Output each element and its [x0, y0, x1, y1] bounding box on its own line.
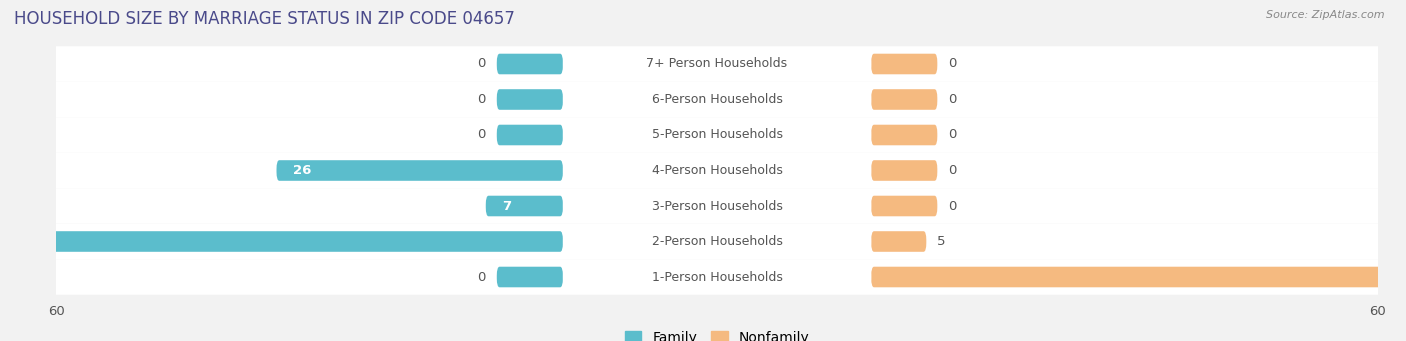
Text: HOUSEHOLD SIZE BY MARRIAGE STATUS IN ZIP CODE 04657: HOUSEHOLD SIZE BY MARRIAGE STATUS IN ZIP… — [14, 10, 515, 28]
Text: 0: 0 — [948, 93, 956, 106]
FancyBboxPatch shape — [562, 267, 872, 287]
FancyBboxPatch shape — [562, 89, 872, 110]
Text: 7+ Person Households: 7+ Person Households — [647, 58, 787, 71]
FancyBboxPatch shape — [872, 125, 938, 145]
FancyBboxPatch shape — [45, 46, 1389, 82]
Text: 0: 0 — [948, 164, 956, 177]
Text: 0: 0 — [478, 93, 486, 106]
Text: 3-Person Households: 3-Person Households — [651, 199, 783, 212]
Text: 1-Person Households: 1-Person Households — [651, 270, 783, 283]
Text: 7: 7 — [502, 199, 512, 212]
FancyBboxPatch shape — [277, 160, 562, 181]
FancyBboxPatch shape — [496, 267, 562, 287]
Text: 0: 0 — [948, 129, 956, 142]
FancyBboxPatch shape — [562, 196, 872, 216]
Text: 2-Person Households: 2-Person Households — [651, 235, 783, 248]
FancyBboxPatch shape — [45, 82, 1389, 117]
FancyBboxPatch shape — [496, 89, 562, 110]
FancyBboxPatch shape — [45, 153, 1389, 188]
Text: 0: 0 — [478, 129, 486, 142]
FancyBboxPatch shape — [496, 54, 562, 74]
Legend: Family, Nonfamily: Family, Nonfamily — [619, 325, 815, 341]
Text: Source: ZipAtlas.com: Source: ZipAtlas.com — [1267, 10, 1385, 20]
FancyBboxPatch shape — [562, 125, 872, 145]
FancyBboxPatch shape — [45, 188, 1389, 224]
FancyBboxPatch shape — [486, 196, 562, 216]
FancyBboxPatch shape — [872, 54, 938, 74]
FancyBboxPatch shape — [45, 117, 1389, 153]
FancyBboxPatch shape — [0, 231, 562, 252]
Text: 0: 0 — [948, 199, 956, 212]
FancyBboxPatch shape — [872, 160, 938, 181]
FancyBboxPatch shape — [872, 89, 938, 110]
FancyBboxPatch shape — [496, 125, 562, 145]
FancyBboxPatch shape — [872, 267, 1406, 287]
FancyBboxPatch shape — [562, 54, 872, 74]
FancyBboxPatch shape — [562, 160, 872, 181]
Text: 5: 5 — [938, 235, 946, 248]
FancyBboxPatch shape — [45, 224, 1389, 259]
FancyBboxPatch shape — [872, 231, 927, 252]
Text: 26: 26 — [292, 164, 311, 177]
FancyBboxPatch shape — [562, 231, 872, 252]
Text: 5-Person Households: 5-Person Households — [651, 129, 783, 142]
FancyBboxPatch shape — [872, 196, 938, 216]
Text: 6-Person Households: 6-Person Households — [651, 93, 783, 106]
Text: 0: 0 — [948, 58, 956, 71]
FancyBboxPatch shape — [45, 259, 1389, 295]
Text: 0: 0 — [478, 58, 486, 71]
Text: 0: 0 — [478, 270, 486, 283]
Text: 4-Person Households: 4-Person Households — [651, 164, 783, 177]
